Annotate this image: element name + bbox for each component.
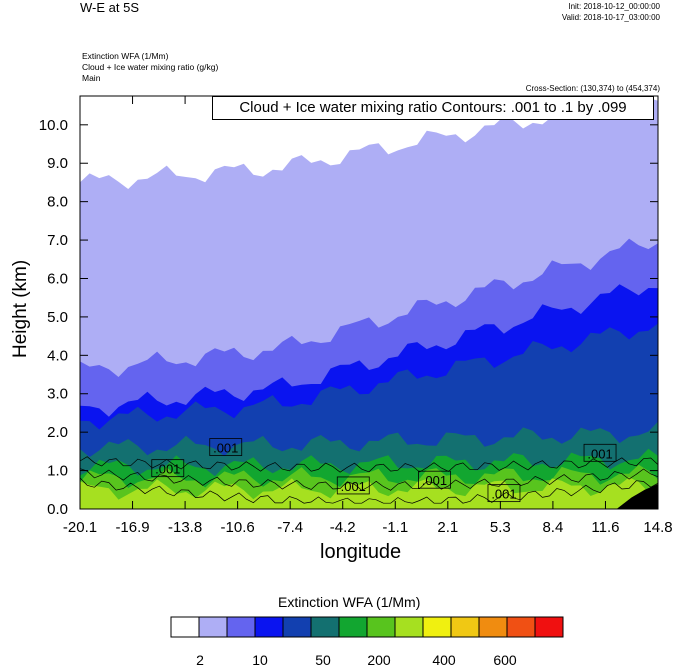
colorbar-swatch — [198, 616, 228, 638]
x-axis: -20.1 -16.9 -13.8 -10.6 -7.4 -4.2 -1.1 2.1 5.3 8.… — [63, 96, 673, 536]
contour-line-0 — [80, 456, 658, 473]
y-tick-label: 10.0 — [39, 117, 68, 134]
x-tick-label: -7.4 — [277, 519, 303, 536]
colorbar-swatch — [366, 616, 396, 638]
y-tick-label: 8.0 — [47, 194, 68, 211]
y-tick-label: 2.0 — [47, 424, 68, 441]
valid-time: Valid: 2018-10-17_03:00:00 — [561, 13, 660, 22]
contour-label: .001 — [422, 473, 447, 488]
y-tick-label: 9.0 — [47, 155, 68, 172]
contour-label: .001 — [341, 479, 366, 494]
colorbar-swatch — [338, 616, 368, 638]
x-tick-label: -13.8 — [168, 519, 202, 536]
colorbar-label: 2 — [196, 652, 204, 667]
contour-line-2 — [80, 477, 658, 504]
x-tick-label: -20.1 — [63, 519, 97, 536]
field-extinction-label: Extinction WFA (1/Mm) — [82, 51, 169, 61]
contour-label: .001 — [155, 462, 180, 477]
chart-title: W-E at 5S — [80, 0, 140, 15]
x-tick-label: 14.8 — [643, 519, 672, 536]
x-tick-label: -1.1 — [382, 519, 408, 536]
colorbar-title: Extinction WFA (1/Mm) — [278, 594, 421, 610]
contour-label-box — [209, 438, 243, 456]
colorbar-swatch — [506, 616, 536, 638]
contour-label: .001 — [213, 441, 238, 456]
init-time: Init: 2018-10-12_00:00:00 — [568, 2, 660, 11]
x-axis-label: longitude — [320, 541, 402, 563]
contour-labels: .001 .001 .001 .001 .001 .001 — [151, 438, 617, 503]
x-tick-label: 5.3 — [490, 519, 511, 536]
y-tick-label: 6.0 — [47, 270, 68, 287]
colorbar-swatch — [254, 616, 284, 638]
colorbar-swatch — [450, 616, 480, 638]
colorbar-swatch — [478, 616, 508, 638]
y-axis-label: Height (km) — [10, 259, 31, 358]
terrain — [616, 484, 658, 509]
colorbar-label: 400 — [432, 652, 456, 667]
colorbar-swatch — [534, 616, 564, 638]
colorbar: 2 10 50 200 400 600 — [170, 616, 564, 667]
colorbar-swatch — [422, 616, 452, 638]
colorbar-label: 10 — [252, 652, 268, 667]
contour-label: .001 — [491, 487, 516, 502]
contour-label-box — [583, 443, 617, 462]
x-tick-label: -16.9 — [115, 519, 149, 536]
colorbar-label: 600 — [493, 652, 517, 667]
y-tick-label: 3.0 — [47, 386, 68, 403]
x-tick-label: 2.1 — [437, 519, 458, 536]
fill-layers — [80, 96, 658, 509]
y-tick-label: 1.0 — [47, 463, 68, 480]
colorbar-swatch — [310, 616, 340, 638]
cross-section-label: Cross-Section: (130,374) to (454,374) — [525, 84, 660, 93]
contour-label-box — [151, 459, 185, 478]
colorbar-swatch — [226, 616, 256, 638]
field-mixing-ratio-label: Cloud + Ice water mixing ratio (g/kg) — [82, 62, 219, 72]
contour-label: .001 — [587, 446, 612, 461]
y-axis: 0.0 1.0 2.0 3.0 4.0 5.0 6.0 7.0 8.0 9.0 10.0 — [39, 117, 658, 518]
contour-label-box — [487, 484, 521, 503]
colorbar-swatch — [394, 616, 424, 638]
x-tick-label: -10.6 — [221, 519, 255, 536]
y-tick-label: 0.0 — [47, 501, 68, 518]
x-tick-label: 8.4 — [542, 519, 563, 536]
contour-note: Cloud + Ice water mixing ratio Contours:… — [212, 96, 654, 120]
colorbar-label: 200 — [367, 652, 391, 667]
contour-label-box — [336, 476, 370, 495]
field-main-label: Main — [82, 73, 101, 83]
y-tick-label: 4.0 — [47, 347, 68, 364]
colorbar-label: 50 — [315, 652, 331, 667]
x-tick-label: -4.2 — [330, 519, 356, 536]
x-tick-label: 11.6 — [591, 519, 619, 536]
colorbar-swatch — [170, 616, 200, 638]
contour-label-box — [418, 470, 451, 489]
y-tick-label: 7.0 — [47, 232, 68, 249]
colorbar-swatch — [282, 616, 312, 638]
y-tick-label: 5.0 — [47, 309, 68, 326]
